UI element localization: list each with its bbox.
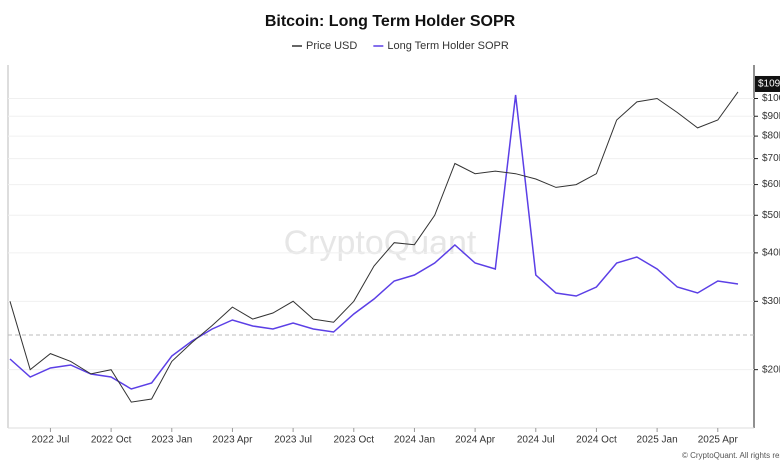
x-tick-label: 2024 Jan bbox=[394, 435, 435, 446]
y2-tick-label: $60K bbox=[762, 179, 780, 190]
x-tick-label: 2025 Apr bbox=[698, 435, 739, 446]
copyright: © CryptoQuant. All rights reserved. bbox=[682, 451, 780, 460]
x-tick-label: 2023 Jul bbox=[274, 435, 312, 446]
x-tick-label: 2025 Jan bbox=[637, 435, 678, 446]
series-line bbox=[9, 91, 739, 403]
y2-tick-label: $80K bbox=[762, 131, 780, 142]
legend-label: Long Term Holder SOPR bbox=[387, 40, 509, 52]
y2-tick-label: $70K bbox=[762, 153, 780, 164]
last-price-label: $109K bbox=[758, 79, 780, 90]
x-tick-label: 2024 Apr bbox=[455, 435, 496, 446]
x-tick-label: 2023 Apr bbox=[212, 435, 253, 446]
legend-label: Price USD bbox=[306, 40, 357, 52]
last-price-badge bbox=[755, 75, 780, 92]
x-tick-label: 2022 Oct bbox=[91, 435, 132, 446]
watermark: CryptoQuant bbox=[284, 224, 477, 262]
series-line bbox=[9, 94, 739, 390]
y2-tick-label: $100K bbox=[762, 93, 780, 104]
y2-tick-label: $90K bbox=[762, 111, 780, 122]
x-tick-label: 2024 Jul bbox=[517, 435, 555, 446]
x-tick-label: 2023 Oct bbox=[333, 435, 374, 446]
x-tick-label: 2022 Jul bbox=[32, 435, 70, 446]
y2-tick-label: $50K bbox=[762, 210, 780, 221]
y2-tick-label: $40K bbox=[762, 248, 780, 259]
x-tick-label: 2023 Jan bbox=[151, 435, 192, 446]
y2-tick-label: $30K bbox=[762, 296, 780, 307]
y2-tick-label: $20K bbox=[762, 364, 780, 375]
x-tick-label: 2024 Oct bbox=[576, 435, 617, 446]
chart-title: Bitcoin: Long Term Holder SOPR bbox=[265, 13, 516, 30]
